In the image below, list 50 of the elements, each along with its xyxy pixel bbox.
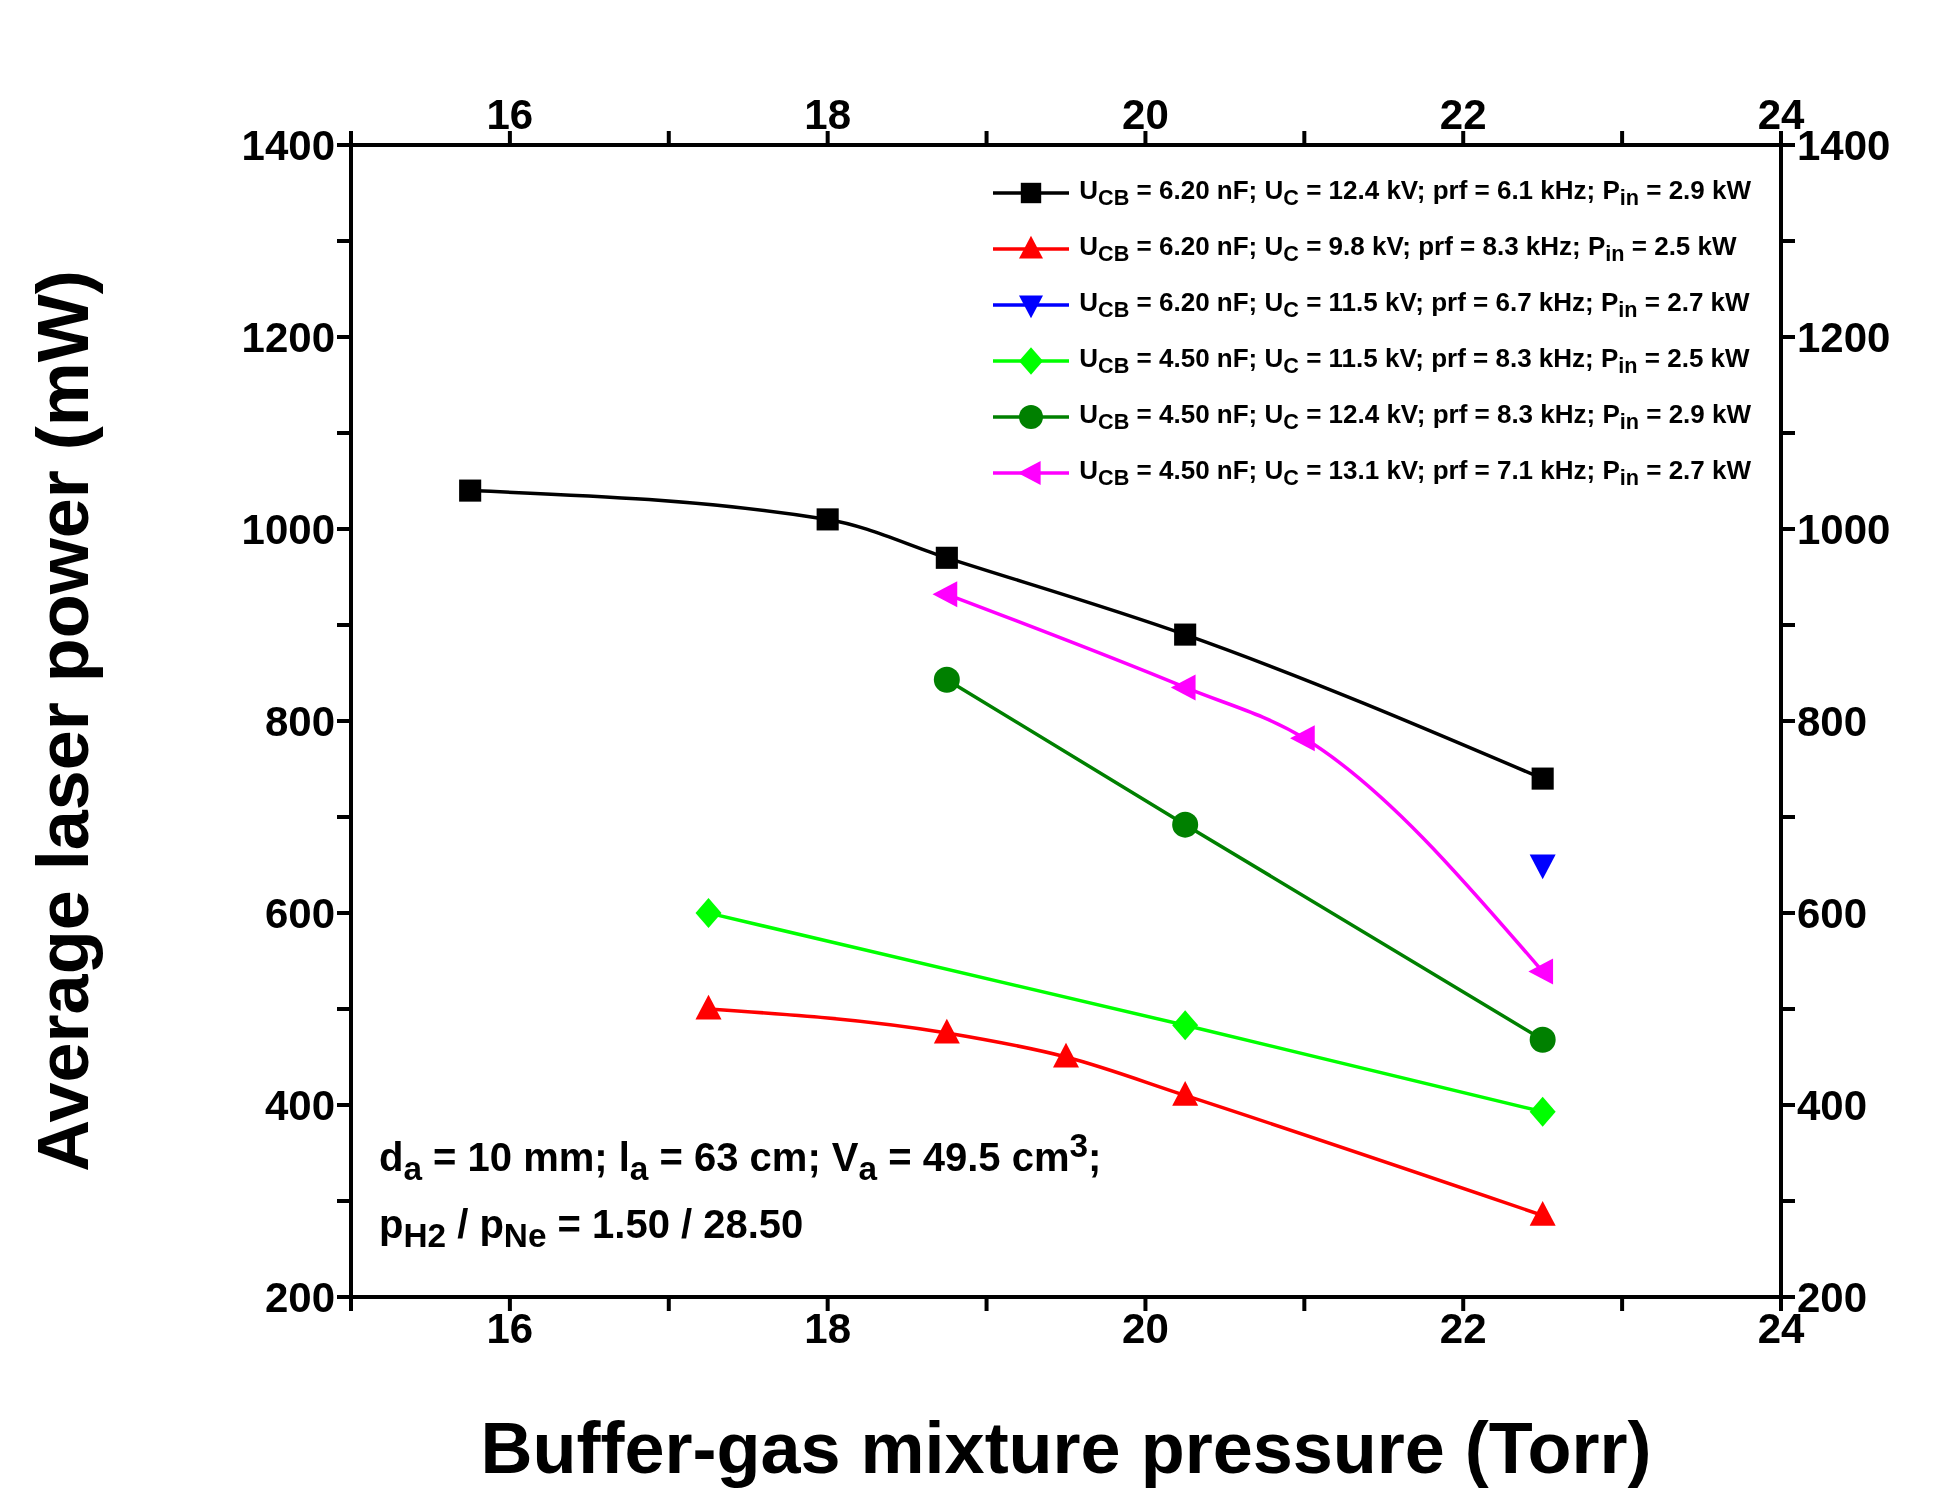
y2-tick-label: 800 xyxy=(1797,697,1868,745)
x-tick-label: 16 xyxy=(486,1304,534,1352)
point xyxy=(1053,1042,1079,1068)
point xyxy=(1529,1201,1556,1226)
point xyxy=(1528,958,1554,985)
y-tick-label: 400 xyxy=(264,1081,335,1129)
point xyxy=(695,994,722,1020)
y-tick-label: 1000 xyxy=(241,505,335,553)
y-tick-label: 1200 xyxy=(241,313,335,361)
legend-label: U$_{CB}$ = 6.20 nF; U$_{C}$ = 12.4 kV; prf = 6.1 kHz; P$_{in}$ = 2.9 kW xyxy=(1079,174,1751,212)
point xyxy=(933,666,960,693)
y2-tick-label: 600 xyxy=(1797,889,1868,937)
y-tick-label: 200 xyxy=(264,1273,335,1321)
legend-label: U$_{CB}$ = 6.20 nF; U$_{C}$ = 11.5 kV; prf = 6.7 kHz; P$_{in}$ = 2.7 kW xyxy=(1079,286,1750,324)
y-tick-label: 600 xyxy=(264,889,335,937)
point xyxy=(1174,623,1197,646)
x-axis-title: Buffer-gas mixture pressure (Torr) xyxy=(479,1407,1653,1490)
point xyxy=(459,479,482,502)
point xyxy=(1172,1010,1199,1041)
point xyxy=(1531,767,1554,790)
point xyxy=(933,1018,960,1044)
y-tick-label: 1400 xyxy=(241,121,335,169)
legend-label: U$_{CB}$ = 6.20 nF; U$_{C}$ = 9.8 kV; prf = 8.3 kHz; P$_{in}$ = 2.5 kW xyxy=(1079,230,1737,268)
y-axis-title: Average laser power (mW) xyxy=(22,270,104,1172)
point xyxy=(1172,811,1199,838)
point xyxy=(932,581,958,608)
y2-tick-label: 400 xyxy=(1797,1081,1868,1129)
point xyxy=(695,898,722,928)
legend-label: U$_{CB}$ = 4.50 nF; U$_{C}$ = 11.5 kV; prf = 8.3 kHz; P$_{in}$ = 2.5 kW xyxy=(1079,342,1750,380)
annotation: p$_{H2}$ / p$_{Ne}$ = 1.50 / 28.50 xyxy=(379,1202,805,1256)
point xyxy=(1290,725,1315,752)
x2-tick-label: 16 xyxy=(486,91,534,138)
point xyxy=(1170,674,1196,701)
y2-tick-label: 1200 xyxy=(1797,313,1891,361)
x2-tick-label: 22 xyxy=(1439,91,1487,138)
x-tick-label: 22 xyxy=(1439,1304,1487,1352)
text: d$_{a}$ = 10 mm; l$_{a}$ = 63 cm; V$_{a}$ = 49.5 cm$^{3}$; xyxy=(379,1127,1102,1188)
point xyxy=(1529,1096,1556,1127)
x-tick-label: 18 xyxy=(804,1304,852,1352)
legend-label: U$_{CB}$ = 4.50 nF; U$_{C}$ = 12.4 kV; prf = 8.3 kHz; P$_{in}$ = 2.9 kW xyxy=(1079,398,1751,436)
y-tick-label: 800 xyxy=(264,697,335,745)
point xyxy=(935,546,958,569)
legend-label: U$_{CB}$ = 4.50 nF; U$_{C}$ = 13.1 kV; prf = 7.1 kHz; P$_{in}$ = 2.7 kW xyxy=(1079,454,1751,492)
point xyxy=(1172,1081,1199,1106)
x2-tick-label: 20 xyxy=(1122,91,1169,138)
point xyxy=(816,508,839,531)
x-tick-label: 20 xyxy=(1122,1304,1169,1352)
point xyxy=(1529,1026,1556,1053)
y2-tick-label: 1000 xyxy=(1797,505,1891,553)
x2-tick-label: 18 xyxy=(804,91,852,138)
